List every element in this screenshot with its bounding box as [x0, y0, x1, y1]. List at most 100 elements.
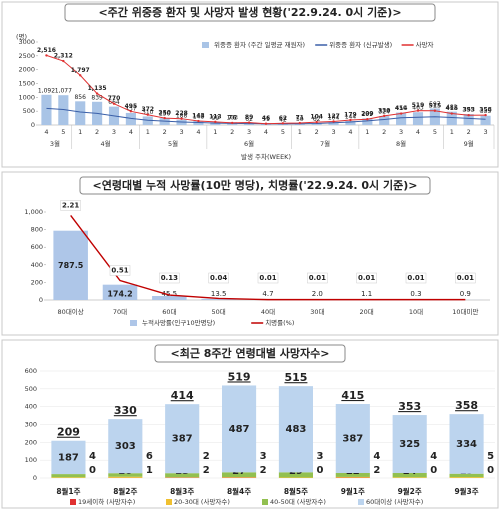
y-tick-label: 200: [31, 278, 43, 286]
line-value-label: 2.21: [62, 201, 79, 209]
bar-value-label: 0.9: [460, 290, 471, 298]
x-tick-label: 8월2주: [113, 486, 137, 496]
x-tick-label: 10대미만: [452, 307, 478, 316]
bar: [102, 284, 138, 300]
segment-label: 5: [487, 451, 494, 462]
y-tick-label: 300: [25, 421, 37, 429]
x-tick-label: 30대: [310, 308, 324, 316]
x-tick-label: 2: [230, 128, 234, 136]
total-label: 519: [228, 370, 251, 383]
total-label: 353: [398, 400, 421, 413]
bar-segment: [222, 477, 257, 478]
bar-segment: [392, 473, 427, 478]
legend-swatch: [70, 499, 76, 505]
bar-value-label: 50: [296, 116, 304, 123]
legend-label: 위중증 환자 (주간 일평균 재원자): [214, 40, 305, 49]
panel-frame: [1, 1, 499, 168]
bar-segment: [335, 473, 370, 477]
line-value-label: 0.01: [457, 274, 474, 282]
x-tick-label: 9월2주: [398, 486, 422, 496]
legend-label: 19세이하 (사망자수): [78, 497, 135, 506]
bar: [41, 94, 52, 125]
bar-value-label: 250: [159, 111, 171, 118]
segment-label: 0: [317, 465, 324, 476]
line-value-label: 770: [108, 95, 121, 102]
bar: [53, 230, 88, 300]
segment-label: 334: [456, 439, 477, 450]
title-box: [154, 344, 346, 363]
x-tick-label: 9월1주: [341, 486, 365, 496]
x-tick-label: 4: [129, 128, 133, 136]
bar-value-label: 1.1: [361, 290, 372, 298]
segment-label: 2: [260, 465, 267, 476]
line-marker: [281, 122, 285, 125]
line-value-label: 76: [228, 114, 236, 121]
line-value-label: 414: [395, 105, 408, 112]
group-label: 8월: [396, 139, 406, 148]
line-value-label: 228: [175, 110, 188, 117]
x-tick-label: 3: [179, 128, 183, 136]
y-tick-label: 1000: [18, 93, 35, 101]
segment-label: 3: [260, 451, 267, 462]
line-value-label: 0.01: [407, 274, 424, 282]
legend-label: 40-50대 (사망자수): [270, 497, 326, 506]
bar-value-label: 42: [279, 116, 287, 123]
y-tick-label: 100: [25, 456, 37, 464]
bar: [328, 122, 339, 125]
segment-label: 187: [58, 452, 79, 463]
bar-segment: [108, 419, 143, 474]
line-marker: [467, 114, 470, 117]
label-box: [159, 272, 180, 284]
bar: [210, 122, 221, 125]
y-tick-label: 600: [31, 243, 43, 251]
legend-swatch: [130, 320, 137, 326]
bar-value-label: 310: [142, 109, 154, 116]
line-marker: [180, 117, 183, 120]
x-tick-label: 1: [146, 128, 150, 136]
bar-value-label: 335: [480, 108, 492, 115]
x-tick-label: 10대: [409, 308, 423, 316]
bar-value-label: 0.3: [410, 290, 421, 298]
line-value-label: 143: [192, 113, 205, 120]
segment-label: 3: [317, 451, 324, 462]
bar-segment: [51, 440, 86, 475]
label-box: [307, 272, 328, 284]
segment-label: 0: [430, 465, 437, 476]
segment-label: 4: [430, 451, 437, 462]
bar-value-label: 62: [313, 116, 321, 123]
y-tick-label: 3000: [18, 38, 35, 46]
line-value-label: 0.01: [259, 274, 276, 282]
x-tick-label: 40대: [261, 308, 275, 316]
bar-segment: [222, 385, 257, 473]
x-tick-label: 3: [331, 128, 335, 136]
total-label: 515: [284, 371, 307, 384]
y-tick-label: 2500: [18, 52, 35, 60]
line-series: [70, 215, 466, 301]
y-tick-label: 0: [31, 121, 35, 129]
x-axis-title: 발생 주차(WEEK): [241, 152, 291, 161]
y-tick-label: 1500: [18, 80, 35, 88]
bar-value-label: 597: [429, 101, 441, 108]
x-tick-label: 9월3주: [454, 486, 478, 496]
x-tick-label: 4: [416, 128, 420, 136]
line-value-label: 209: [361, 111, 374, 118]
line-value-label: 415: [446, 105, 459, 112]
legend-swatch: [262, 499, 268, 505]
x-tick-label: 8월4주: [227, 486, 251, 496]
line-value-label: 358: [479, 107, 492, 114]
line-value-label: 0.04: [210, 274, 227, 282]
y-tick-label: 500: [23, 107, 35, 115]
line-value-label: 495: [125, 103, 138, 110]
line-value-label: 353: [462, 107, 475, 114]
line-value-label: 0.01: [358, 274, 375, 282]
bar-value-label: 2.0: [312, 290, 323, 298]
bar-value-label: 4.7: [262, 290, 273, 298]
segment-label: 0: [487, 465, 494, 476]
line-marker: [163, 116, 166, 120]
segment-label: 2: [203, 465, 210, 476]
label-box: [257, 272, 279, 284]
x-tick-label: 2: [163, 128, 167, 136]
line-marker: [95, 92, 99, 95]
x-tick-label: 60대: [162, 308, 176, 316]
x-tick-label: 1: [450, 128, 454, 136]
